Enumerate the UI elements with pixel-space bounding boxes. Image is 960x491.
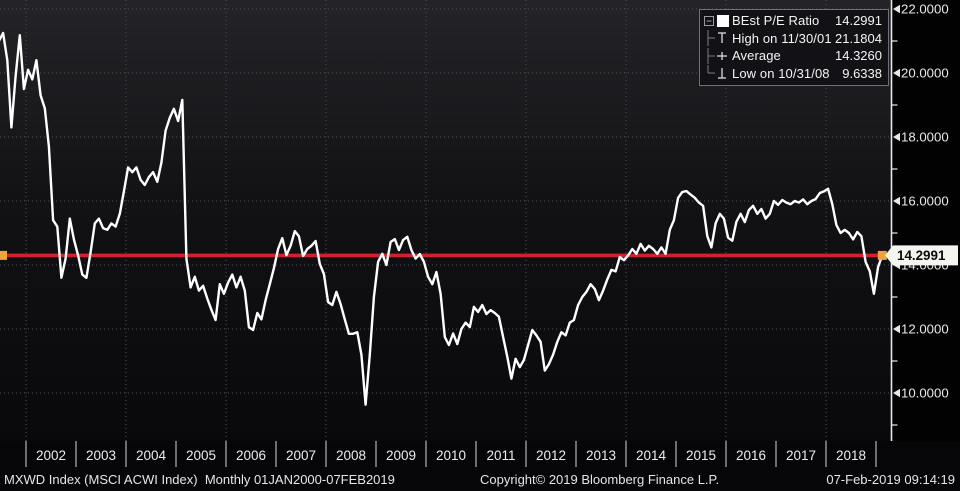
legend-row-series[interactable]: BEst P/E Ratio 14.2991 [704,12,882,30]
chart-description: MXWD Index (MSCI ACWI Index) Monthly 01J… [4,472,395,487]
collapse-and-series-swatch-icon[interactable] [704,13,732,29]
year-label: 2003 [86,448,116,463]
y-tick-label: 22.0000 [901,2,949,17]
y-tick-label: 12.0000 [901,322,949,337]
high-marker-icon [704,30,732,47]
legend-series-label: BEst P/E Ratio [732,13,820,29]
legend-average-label: Average [732,48,781,64]
legend-average-value: 14.3260 [835,48,882,64]
y-tick-arrow-icon [893,196,900,206]
year-label: 2011 [486,448,515,463]
year-label: 2012 [536,448,566,463]
terminal-footer: MXWD Index (MSCI ACWI Index) Monthly 01J… [0,469,960,491]
y-tick-arrow-icon [893,388,900,398]
pe-ratio-series-line [0,31,884,406]
year-label: 2005 [186,448,216,463]
year-label: 2007 [286,448,316,463]
svg-text:14.2991: 14.2991 [897,248,946,263]
legend-row-average[interactable]: Average 14.3260 [704,47,882,65]
year-label: 2014 [636,448,667,463]
timestamp: 07-Feb-2019 09:14:19 [826,472,955,487]
legend-row-high[interactable]: High on 11/30/01 21.1804 [704,30,882,48]
y-tick-arrow-icon [893,4,900,14]
legend-row-low[interactable]: Low on 10/31/08 9.6338 [704,65,882,83]
axis-strip [891,0,960,441]
year-label: 2016 [736,448,766,463]
legend-series-value: 14.2991 [835,13,882,29]
xaxis-band [0,441,960,469]
year-label: 2004 [136,448,167,463]
y-tick-arrow-icon [893,324,900,334]
year-label: 2018 [836,448,866,463]
low-marker-icon [704,65,732,81]
year-label: 2013 [586,448,616,463]
line-start-marker [0,250,7,260]
y-tick-label: 20.0000 [901,66,949,81]
y-tick-arrow-icon [893,132,900,142]
year-label: 2010 [436,448,466,463]
average-marker-icon [704,47,732,64]
legend-high-label: High on 11/30/01 [732,30,832,46]
copyright-notice: Copyright© 2019 Bloomberg Finance L.P. [480,472,720,487]
year-label: 2008 [336,448,366,463]
year-label: 2009 [386,448,416,463]
year-label: 2015 [686,448,716,463]
y-tick-arrow-icon [893,68,900,78]
y-tick-label: 16.0000 [901,194,949,209]
y-tick-label: 18.0000 [901,130,949,145]
legend-box: BEst P/E Ratio 14.2991 High on 11/30/01 … [699,9,889,86]
year-label: 2002 [36,448,66,463]
legend-low-label: Low on 10/31/08 [732,65,830,81]
last-value-badge: 14.2991 [885,245,958,266]
y-tick-label: 10.0000 [901,386,949,401]
year-label: 2017 [786,448,816,463]
legend-low-value: 9.6338 [842,65,882,81]
line-end-marker [877,250,887,260]
legend-high-value: 21.1804 [835,30,882,46]
year-label: 2006 [236,448,266,463]
